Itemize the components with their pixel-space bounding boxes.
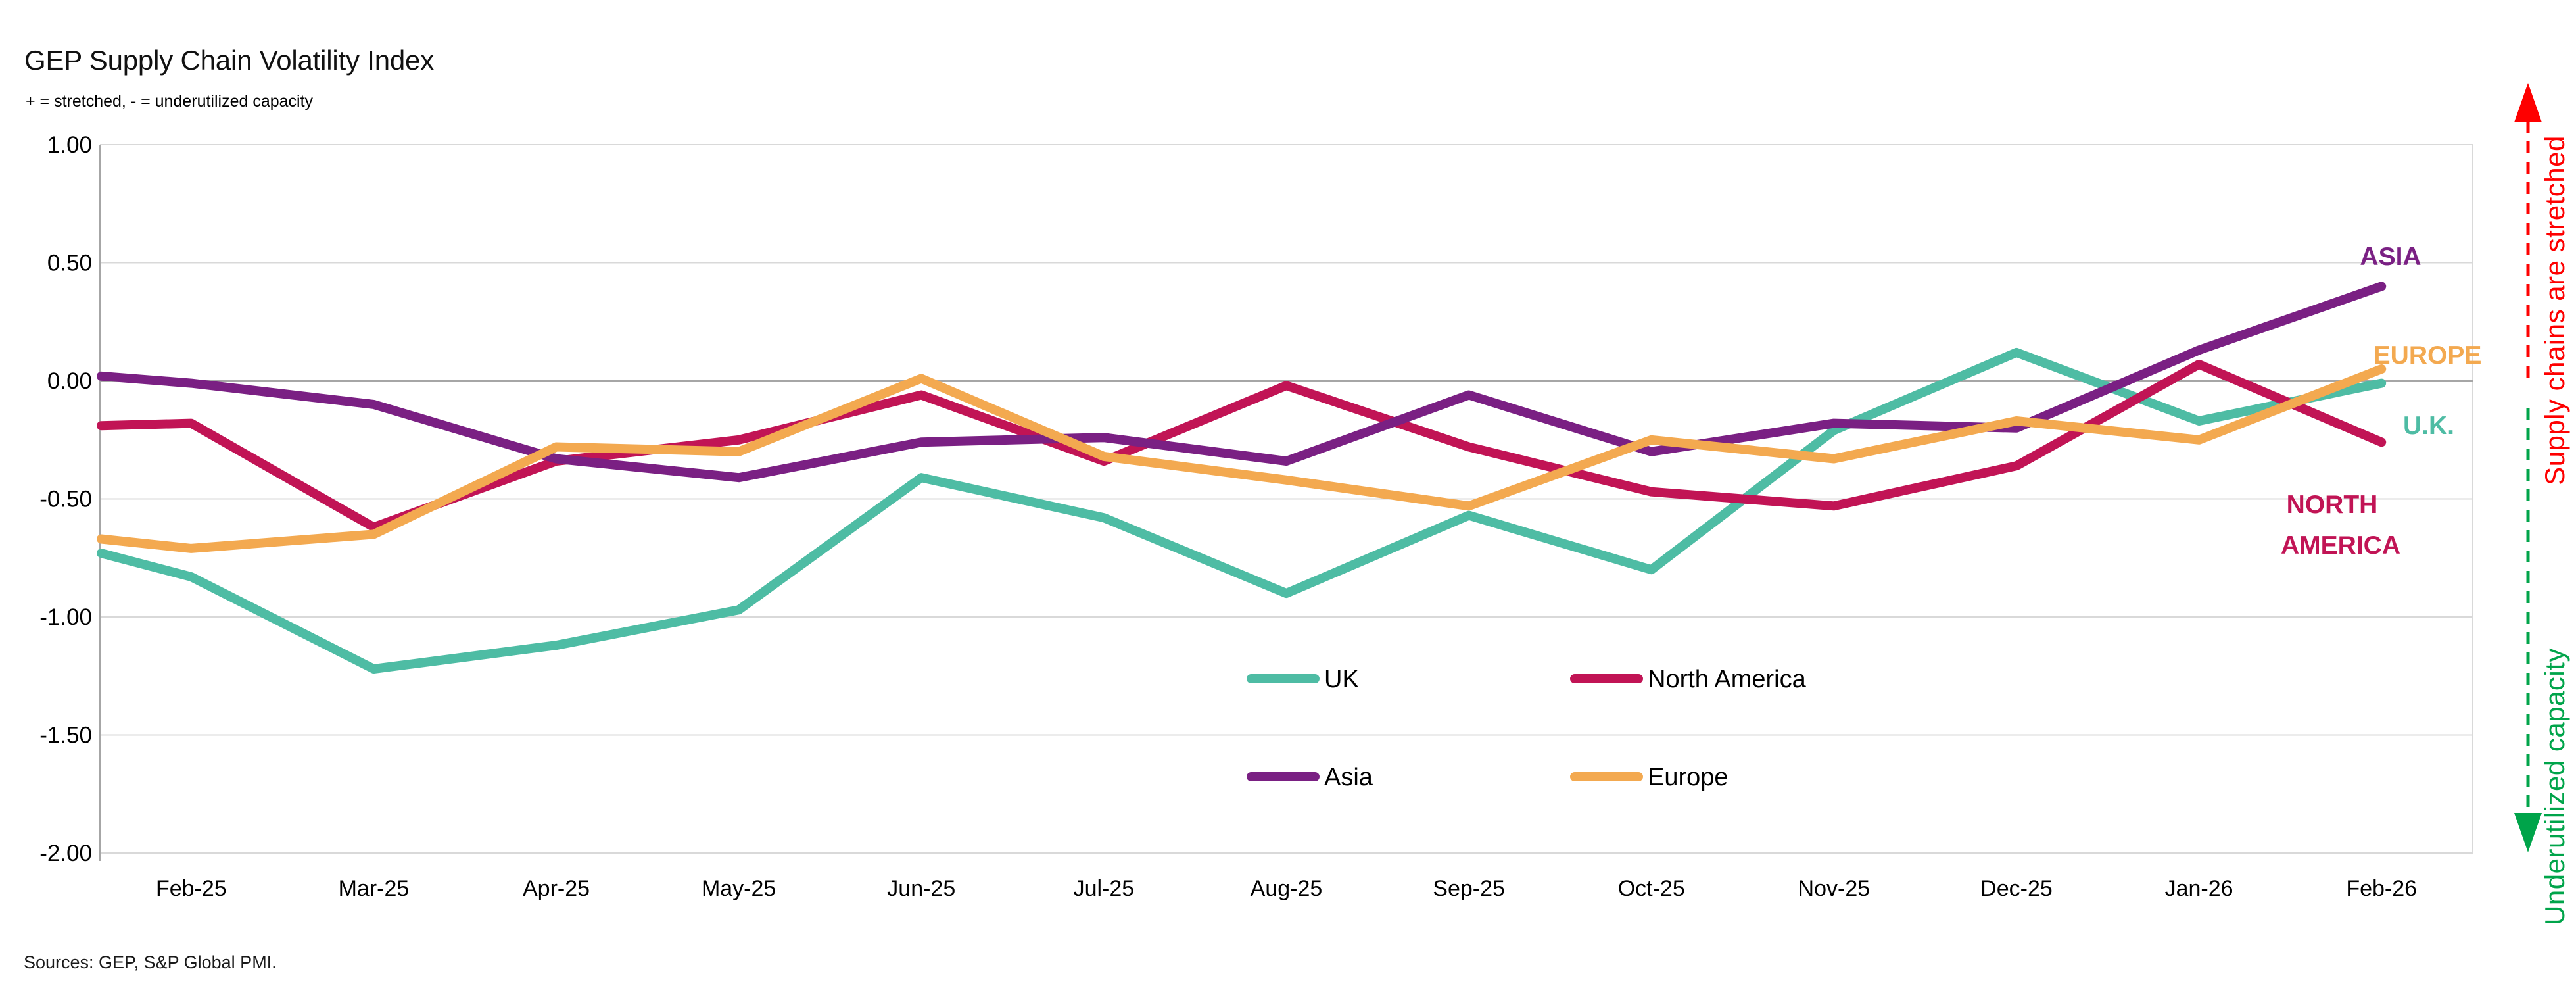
x-axis-tick-label: Feb-26 <box>2346 876 2417 901</box>
sources-note: Sources: GEP, S&P Global PMI. <box>24 952 277 972</box>
series-line-uk <box>97 347 2387 674</box>
y-axis-tick-label: -2.00 <box>39 841 92 866</box>
legend-label-europe: Europe <box>1648 764 1729 791</box>
series-end-label-uk: U.K. <box>2403 412 2454 440</box>
x-axis-tick-label: Mar-25 <box>339 876 410 901</box>
underutilized-caption: Underutilized capacity <box>2539 648 2570 925</box>
stretched-caption: Supply chains are stretched <box>2539 135 2570 485</box>
x-axis-tick-label: May-25 <box>702 876 776 901</box>
series-end-label-europe: EUROPE <box>2373 341 2482 370</box>
x-axis-tick-label: Oct-25 <box>1618 876 1685 901</box>
stretched-arrow-head-icon <box>2514 83 2542 122</box>
x-axis-tick-label: Jul-25 <box>1074 876 1135 901</box>
legend-label-asia: Asia <box>1324 764 1373 791</box>
y-axis-tick-label: -0.50 <box>39 487 92 512</box>
x-axis-tick-label: Apr-25 <box>523 876 590 901</box>
x-axis-tick-label: Sep-25 <box>1433 876 1505 901</box>
x-axis-tick-label: Jan-26 <box>2165 876 2233 901</box>
series-line-europe <box>97 364 2387 553</box>
chart-subtitle: + = stretched, - = underutilized capacit… <box>26 92 314 110</box>
x-axis-tick-label: Nov-25 <box>1798 876 1871 901</box>
series-end-label-north-america: NORTH <box>2287 491 2378 519</box>
y-axis-tick-label: 0.50 <box>47 251 92 276</box>
y-axis-tick-label: -1.50 <box>39 723 92 748</box>
x-axis-tick-label: Feb-25 <box>156 876 227 901</box>
legend-label-uk: UK <box>1324 666 1359 693</box>
x-axis-tick-label: Jun-25 <box>887 876 955 901</box>
x-axis-tick-label: Dec-25 <box>1980 876 2053 901</box>
underutilized-arrow-head-icon <box>2514 813 2542 852</box>
y-axis-tick-label: 0.00 <box>47 368 92 394</box>
y-axis-tick-label: 1.00 <box>47 132 92 158</box>
series-end-label-north-america: AMERICA <box>2281 531 2400 560</box>
y-axis-tick-label: -1.00 <box>39 604 92 630</box>
x-axis-tick-label: Aug-25 <box>1251 876 1323 901</box>
page-title: GEP Supply Chain Volatility Index <box>24 45 434 76</box>
legend-label-north-america: North America <box>1648 666 1807 693</box>
series-end-label-asia: ASIA <box>2360 243 2421 271</box>
